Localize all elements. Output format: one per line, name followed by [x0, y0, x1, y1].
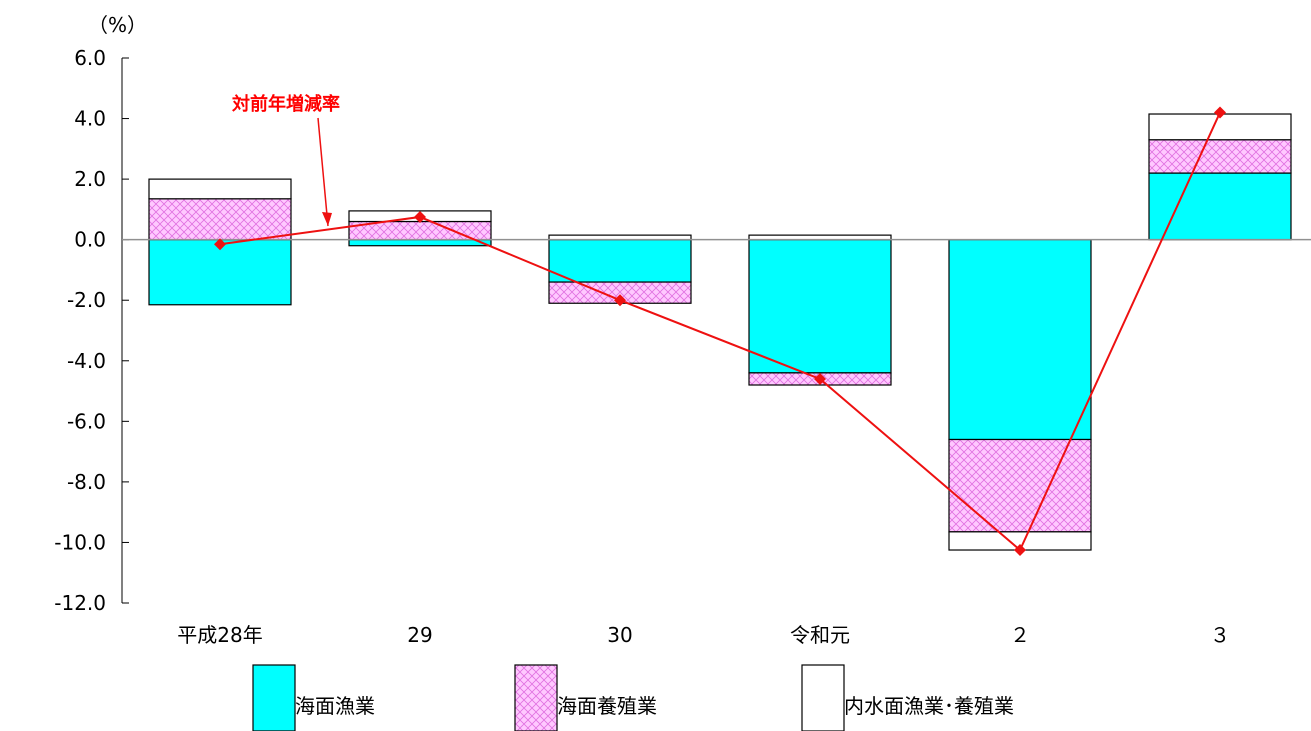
category-labels: 平成28年 29 30 令和元 ２ ３ [177, 623, 1230, 647]
y-unit-label: （%） [88, 13, 147, 37]
y-tick-label: 0.0 [74, 228, 106, 252]
bar-inland-fishery [148, 178, 292, 200]
legend-swatch [801, 664, 845, 731]
bar-marine-fishery [1148, 172, 1292, 241]
legend-item-marine-aquaculture: 海面養殖業 [514, 664, 657, 731]
growth-rate-point [414, 210, 426, 223]
bar-marine-fishery [348, 239, 492, 247]
growth-rate-point [814, 372, 826, 385]
growth-rate-line [214, 106, 1226, 557]
annotation-arrow [317, 117, 329, 227]
legend-label: 内水面漁業･養殖業 [844, 694, 1014, 718]
y-tick-label: 2.0 [74, 167, 106, 191]
bar-marine-fishery [148, 239, 292, 306]
category-label: 平成28年 [177, 623, 262, 647]
bar-marine-fishery [948, 239, 1092, 441]
y-tick-label: -4.0 [67, 349, 106, 373]
legend: 海面漁業 海面養殖業 内水面漁業･養殖業 [252, 664, 1014, 731]
category-label: 令和元 [790, 623, 850, 647]
y-tick-label: 4.0 [74, 107, 106, 131]
category-label: ３ [1210, 623, 1230, 647]
category-label: 29 [407, 623, 432, 647]
legend-item-marine-fishery: 海面漁業 [252, 664, 375, 731]
bar-marine-fishery [548, 239, 692, 283]
legend-label: 海面養殖業 [557, 694, 657, 718]
y-tick-label: 6.0 [74, 46, 106, 70]
bar-marine-aquaculture [1148, 139, 1292, 174]
category-label: ２ [1010, 623, 1030, 647]
legend-swatch [514, 664, 558, 731]
legend-swatch [252, 664, 296, 731]
bars [148, 113, 1292, 551]
growth-rate-point [214, 238, 226, 251]
bar-marine-aquaculture [148, 198, 292, 241]
annotation-arrowhead [322, 212, 332, 226]
growth-rate-point [614, 294, 626, 307]
y-tick-label: -12.0 [54, 591, 106, 615]
growth-rate-point [1214, 106, 1226, 119]
y-axis: 6.0 4.0 2.0 0.0 -2.0 -4.0 -6.0 -8.0 -10.0 -12.0 [54, 46, 129, 615]
y-tick-label: -10.0 [54, 530, 106, 554]
growth-rate-point [1014, 544, 1026, 557]
legend-label: 海面漁業 [295, 694, 375, 718]
y-tick-label: -8.0 [67, 470, 106, 494]
legend-item-inland-fishery: 内水面漁業･養殖業 [801, 664, 1014, 731]
growth-rate-polyline [219, 112, 1221, 552]
category-label: 30 [607, 623, 632, 647]
annotation-label: 対前年増減率 [231, 93, 340, 115]
bar-marine-aquaculture [948, 438, 1092, 533]
y-tick-label: -2.0 [67, 288, 106, 312]
y-tick-label: -6.0 [67, 409, 106, 433]
bar-marine-fishery [748, 239, 892, 374]
